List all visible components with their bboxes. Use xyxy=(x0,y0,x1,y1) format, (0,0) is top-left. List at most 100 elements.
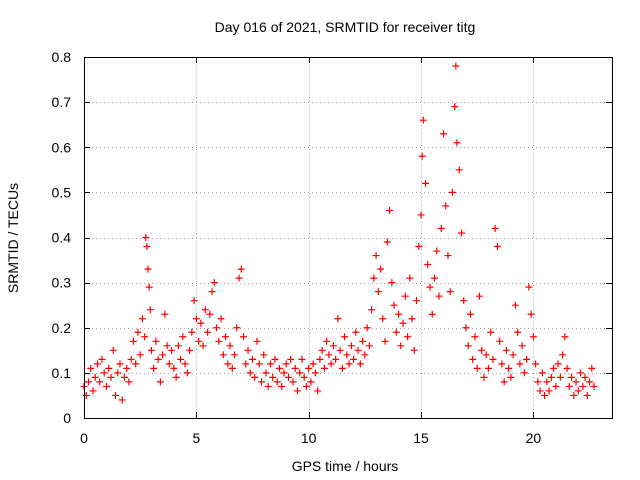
data-point xyxy=(570,391,578,399)
data-point xyxy=(159,351,167,359)
data-point xyxy=(590,382,598,390)
data-point xyxy=(147,346,155,354)
data-point xyxy=(433,247,441,255)
data-point xyxy=(235,274,243,282)
data-point xyxy=(343,351,351,359)
data-point xyxy=(374,288,382,296)
data-point xyxy=(350,355,358,363)
y-tick-label: 0.2 xyxy=(52,320,72,336)
data-point xyxy=(136,351,144,359)
data-point xyxy=(199,342,207,350)
data-point xyxy=(145,283,153,291)
data-point xyxy=(273,378,281,386)
data-point xyxy=(201,306,209,314)
data-point xyxy=(579,382,587,390)
data-point xyxy=(365,342,373,350)
data-point xyxy=(383,238,391,246)
data-point xyxy=(359,337,367,345)
x-tick-label: 10 xyxy=(301,430,317,446)
data-point xyxy=(231,351,239,359)
y-tick-label: 0.6 xyxy=(52,139,72,155)
data-point xyxy=(338,364,346,372)
data-point xyxy=(165,360,173,368)
data-point xyxy=(224,360,232,368)
data-point xyxy=(123,364,131,372)
data-point xyxy=(435,292,443,300)
data-point xyxy=(251,373,259,381)
data-point xyxy=(538,369,546,377)
data-point xyxy=(118,396,126,404)
data-point xyxy=(262,369,270,377)
data-point xyxy=(498,360,506,368)
data-point xyxy=(392,328,400,336)
data-point xyxy=(100,369,108,377)
data-point xyxy=(388,279,396,287)
data-point xyxy=(114,369,122,377)
data-point xyxy=(127,355,135,363)
data-point xyxy=(361,351,369,359)
data-point xyxy=(269,373,277,381)
data-point xyxy=(489,355,497,363)
data-point xyxy=(354,346,362,354)
data-point xyxy=(172,373,180,381)
data-point xyxy=(439,130,447,138)
data-point xyxy=(181,360,189,368)
data-point xyxy=(448,188,456,196)
data-point xyxy=(282,360,290,368)
data-point xyxy=(217,315,225,323)
data-point xyxy=(257,378,265,386)
data-point xyxy=(406,274,414,282)
data-point xyxy=(395,310,403,318)
data-point xyxy=(469,355,477,363)
data-point xyxy=(144,265,152,273)
data-point xyxy=(291,364,299,372)
data-point xyxy=(525,283,533,291)
grid xyxy=(84,57,612,418)
data-point xyxy=(215,337,223,345)
data-point xyxy=(588,364,596,372)
data-point xyxy=(418,152,426,160)
data-point xyxy=(271,355,279,363)
data-point xyxy=(559,351,567,359)
data-point xyxy=(255,360,263,368)
data-point xyxy=(442,202,450,210)
data-point xyxy=(190,297,198,305)
data-point xyxy=(170,364,178,372)
data-point xyxy=(516,360,524,368)
data-point xyxy=(431,274,439,282)
y-axis-label: SRMTID / TECUs xyxy=(5,183,21,293)
data-point xyxy=(289,378,297,386)
data-point xyxy=(141,333,149,341)
data-point xyxy=(233,324,241,332)
data-point xyxy=(372,252,380,260)
data-point xyxy=(583,391,591,399)
data-point xyxy=(240,333,248,341)
x-tick-label: 15 xyxy=(413,430,429,446)
data-point xyxy=(298,355,306,363)
data-point xyxy=(397,342,405,350)
data-point xyxy=(514,328,522,336)
data-point xyxy=(244,346,252,354)
data-point xyxy=(491,224,499,232)
data-point xyxy=(413,297,421,305)
data-point xyxy=(195,337,203,345)
data-point xyxy=(457,229,465,237)
data-point xyxy=(496,337,504,345)
data-point xyxy=(460,297,468,305)
data-point xyxy=(156,378,164,386)
data-point xyxy=(138,315,146,323)
data-point xyxy=(284,373,292,381)
data-point xyxy=(473,364,481,372)
data-point xyxy=(399,319,407,327)
data-point xyxy=(314,387,322,395)
data-point xyxy=(89,387,97,395)
data-point xyxy=(556,373,564,381)
data-point xyxy=(347,342,355,350)
data-point xyxy=(309,360,317,368)
data-point xyxy=(446,288,454,296)
data-point xyxy=(210,279,218,287)
data-point xyxy=(334,315,342,323)
data-point xyxy=(487,328,495,336)
